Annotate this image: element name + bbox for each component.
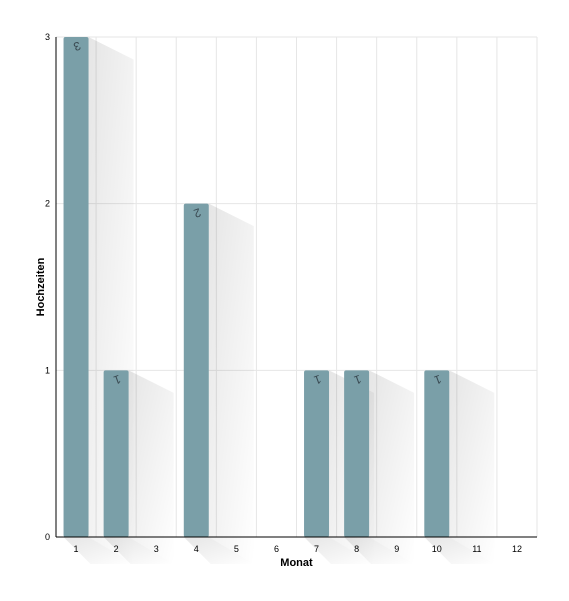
data-label: 1 [432,372,443,388]
bar-shadow [183,537,254,564]
x-tick-label: 9 [394,544,399,554]
bar-shadow [128,370,174,564]
x-tick-labels: 1 2 3 4 5 6 7 8 9 10 11 12 [74,544,522,554]
x-tick-label: 1 [74,544,79,554]
bar [183,203,209,537]
x-axis-title: Monat [280,557,313,569]
x-tick-label: 4 [194,544,199,554]
y-tick-labels: 0 1 2 3 [45,32,50,542]
x-tick-label: 8 [354,544,359,554]
data-label: 1 [352,372,363,388]
bars [63,37,450,537]
bar [424,370,450,537]
bar-shadow [424,537,495,564]
x-tick-label: 5 [234,544,239,554]
bar-shadow [208,203,254,564]
x-tick-label: 11 [472,544,481,554]
x-tick-label: 2 [114,544,119,554]
axes [55,37,537,538]
bar [344,370,370,537]
data-label: 3 [71,38,82,54]
y-tick-label: 0 [45,532,50,542]
x-tick-label: 6 [274,544,279,554]
y-tick-label: 3 [45,32,50,42]
bar-shadow [344,537,415,564]
bar [304,370,330,537]
y-axis-title: Hochzeiten [35,257,47,316]
data-label: 1 [312,372,323,388]
y-tick-label: 2 [45,199,50,209]
data-label: 1 [111,372,122,388]
x-tick-label: 12 [512,544,522,554]
x-tick-label: 10 [432,544,442,554]
bar-shadow [304,537,375,564]
data-labels: 3 1 2 1 1 1 [71,38,443,387]
x-tick-label: 7 [314,544,319,554]
x-tick-label: 3 [154,544,159,554]
bar [103,370,129,537]
bar-shadows [63,37,495,564]
data-label: 2 [192,205,203,221]
bar-shadow [103,537,174,564]
bar-shadow [369,370,415,564]
y-tick-label: 1 [45,365,50,375]
bar [63,37,89,537]
bar-shadow [449,370,495,564]
bar-shadow [63,537,134,564]
